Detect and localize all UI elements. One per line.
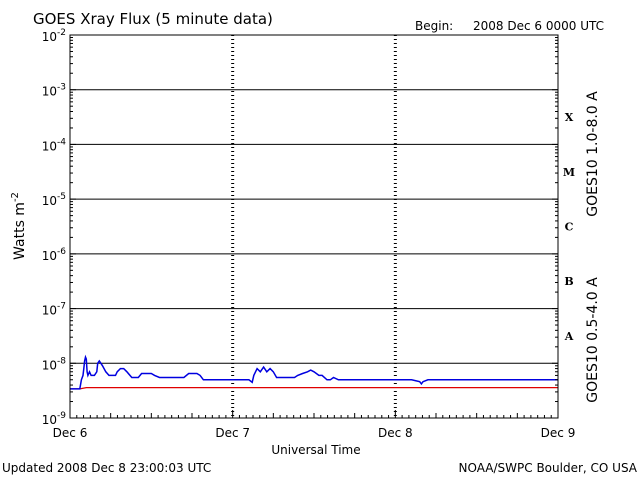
chart-title: GOES Xray Flux (5 minute data) xyxy=(33,10,273,28)
x-tick-label: Dec 7 xyxy=(215,426,250,440)
x-axis-label: Universal Time xyxy=(271,443,360,457)
x-tick-label: Dec 6 xyxy=(53,426,88,440)
begin-value: 2008 Dec 6 0000 UTC xyxy=(473,19,604,33)
y-axis-ticks: 10-9 10-8 10-7 10-6 10-5 10-4 10-3 10-2 xyxy=(42,28,558,427)
y-axis-label-exp: -2 xyxy=(10,192,21,202)
begin-label: Begin: xyxy=(415,19,453,33)
horizontal-gridlines xyxy=(70,89,558,364)
y-axis-label-base: Watts m xyxy=(12,202,28,260)
legend-short-channel: GOES10 0.5-4.0 A xyxy=(585,277,601,403)
y-tick-label: 10-6 xyxy=(42,247,67,263)
y-axis-label: Watts m-2 xyxy=(10,192,28,260)
credit-text: NOAA/SWPC Boulder, CO USA xyxy=(459,461,638,475)
y-tick-label: 10-8 xyxy=(42,356,67,372)
y-tick-label: 10-9 xyxy=(42,411,67,427)
data-series xyxy=(70,354,558,390)
legend-long-channel: GOES10 1.0-8.0 A xyxy=(585,91,601,217)
y-tick-label: 10-5 xyxy=(42,192,66,208)
y-tick-label: 10-3 xyxy=(42,83,66,99)
x-tick-label: Dec 8 xyxy=(378,426,413,440)
x-tick-label: Dec 9 xyxy=(541,426,576,440)
flare-class-label: M xyxy=(563,166,575,179)
y-tick-label: 10-4 xyxy=(42,137,67,153)
flare-class-label: B xyxy=(564,275,573,288)
plot-frame xyxy=(69,34,559,419)
updated-timestamp: Updated 2008 Dec 8 23:00:03 UTC xyxy=(2,461,211,475)
vertical-gridlines xyxy=(231,35,397,418)
x-axis-ticks: Dec 6 Dec 7 Dec 8 Dec 9 xyxy=(53,410,576,440)
series-line-1 xyxy=(70,354,558,390)
y-tick-label: 10-7 xyxy=(42,302,66,318)
y-tick-label: 10-2 xyxy=(42,28,66,44)
flare-class-label: A xyxy=(564,330,574,343)
series-line-0 xyxy=(70,386,558,390)
flare-class-label: C xyxy=(565,221,574,234)
flare-class-label: X xyxy=(565,111,574,124)
flare-class-labels: A B C M X xyxy=(563,111,575,343)
